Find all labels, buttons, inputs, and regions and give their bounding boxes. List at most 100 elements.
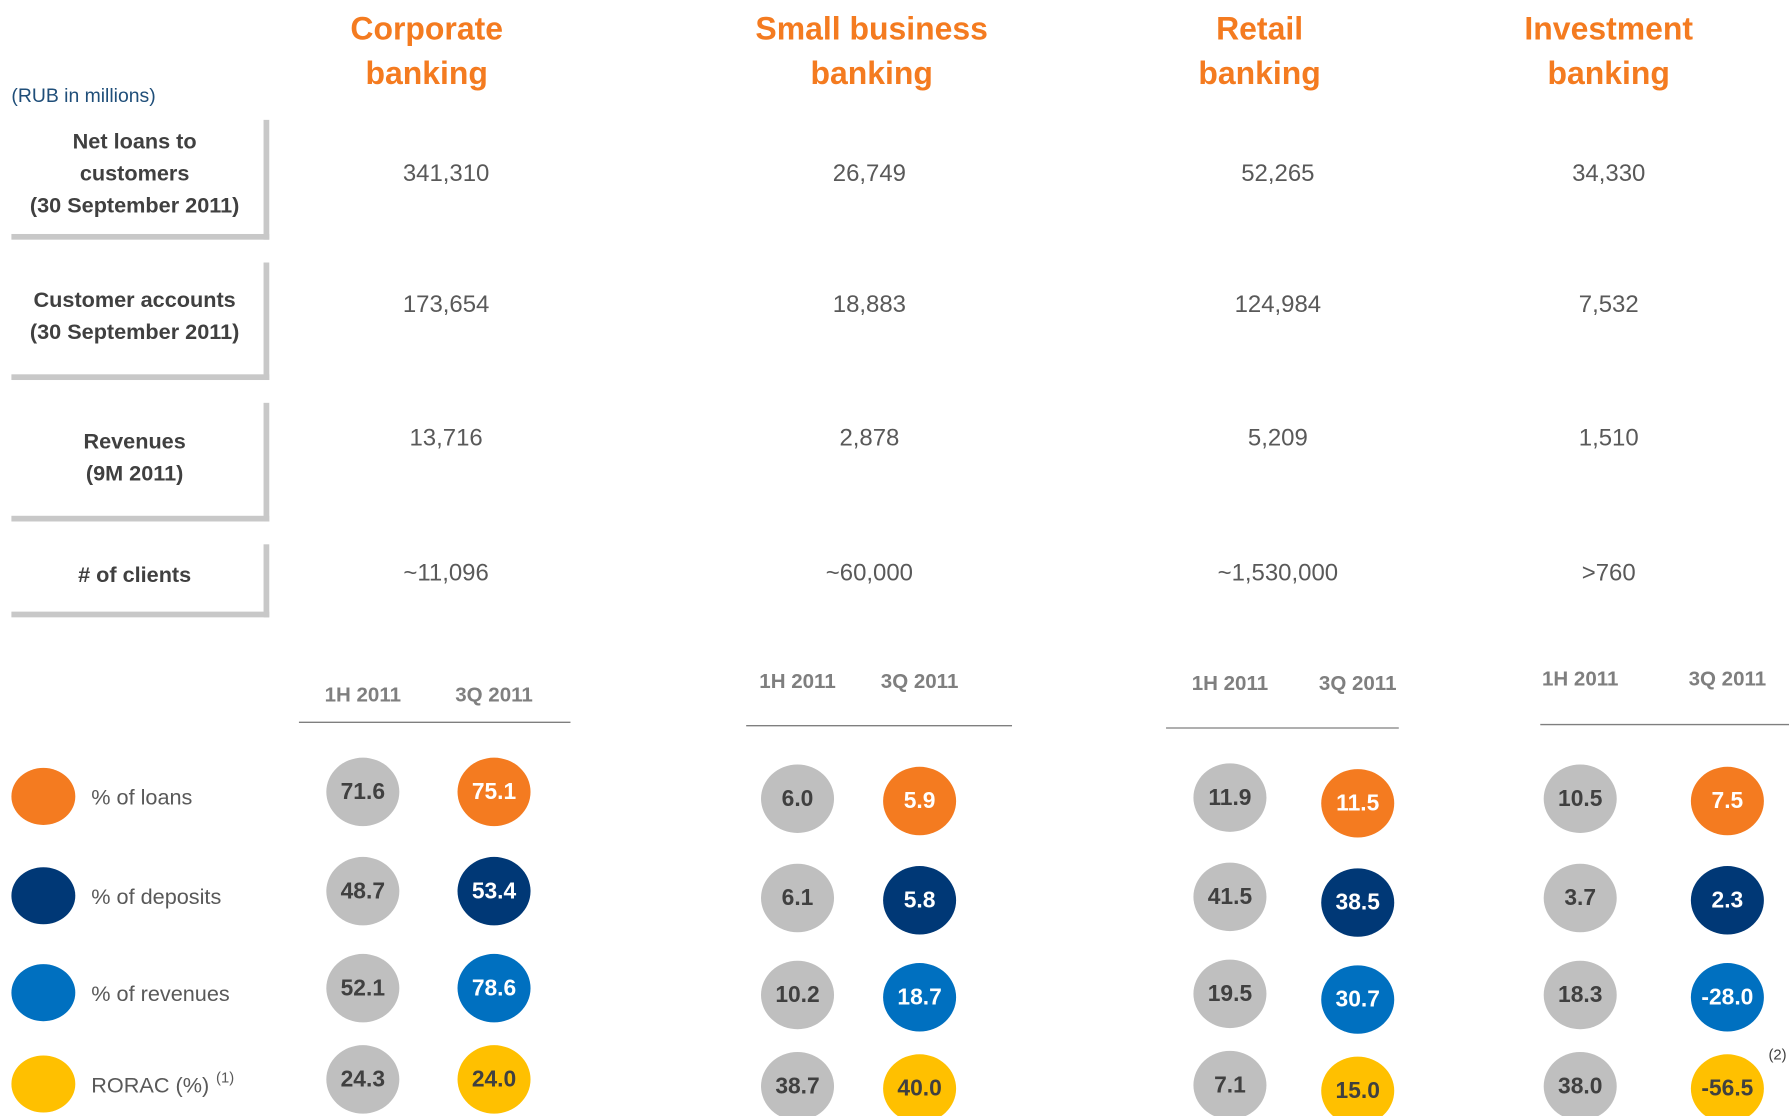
share-bubble bbox=[457, 1045, 531, 1114]
share-value: 30.7 bbox=[1336, 986, 1380, 1012]
share-value: 71.6 bbox=[341, 778, 385, 804]
period-label: 3Q 2011 bbox=[1689, 668, 1767, 691]
row-box-edge bbox=[263, 402, 270, 522]
footnote-mark: (2) bbox=[1768, 1047, 1786, 1063]
share-value: 18.3 bbox=[1558, 981, 1602, 1007]
legend-swatch bbox=[11, 767, 76, 825]
row-box-edge bbox=[263, 119, 270, 240]
legend-swatch bbox=[11, 1055, 76, 1113]
share-bubble bbox=[1690, 1054, 1764, 1116]
share-bubble bbox=[1321, 769, 1395, 838]
share-bubble bbox=[457, 856, 531, 926]
share-value: 10.2 bbox=[775, 981, 819, 1007]
segment-title: banking bbox=[810, 55, 932, 91]
share-bubble bbox=[326, 1045, 400, 1114]
segment-title: Small business bbox=[755, 10, 988, 46]
metric-value: 124,984 bbox=[1235, 291, 1322, 318]
share-bubble bbox=[1321, 1056, 1395, 1116]
share-bubble bbox=[883, 766, 957, 836]
segment-title: banking bbox=[365, 55, 487, 91]
metric-value: 1,510 bbox=[1579, 425, 1639, 452]
share-value: 38.0 bbox=[1558, 1072, 1602, 1098]
share-value: 5.8 bbox=[904, 886, 936, 912]
share-value: 11.9 bbox=[1208, 784, 1251, 810]
share-bubble bbox=[457, 953, 531, 1023]
share-bubble bbox=[1690, 866, 1764, 935]
legend-swatch bbox=[11, 964, 76, 1022]
share-value: 10.5 bbox=[1558, 785, 1603, 811]
period-label: 1H 2011 bbox=[325, 683, 401, 706]
segment-title: banking bbox=[1548, 55, 1670, 91]
share-bubble bbox=[761, 764, 835, 833]
metric-value: 18,883 bbox=[833, 291, 906, 318]
share-bubble bbox=[326, 757, 400, 827]
metric-value: 13,716 bbox=[409, 425, 482, 452]
share-value: 38.7 bbox=[775, 1072, 819, 1098]
segment-title: Investment bbox=[1524, 10, 1693, 46]
share-bubble bbox=[326, 953, 400, 1023]
share-bubble bbox=[1690, 963, 1764, 1032]
share-bubble bbox=[326, 856, 400, 926]
share-value: -56.5 bbox=[1701, 1075, 1753, 1101]
share-value: -28.0 bbox=[1701, 983, 1753, 1009]
period-label: 3Q 2011 bbox=[455, 683, 533, 706]
row-box-edge bbox=[263, 262, 270, 381]
share-bubble bbox=[1690, 766, 1764, 836]
share-value: 18.7 bbox=[897, 983, 941, 1009]
row-label: # of clients bbox=[78, 562, 191, 587]
metric-value: ~60,000 bbox=[826, 559, 913, 586]
metric-value: 52,265 bbox=[1241, 160, 1314, 187]
period-label: 1H 2011 bbox=[1542, 668, 1618, 691]
share-value: 5.9 bbox=[904, 787, 936, 813]
share-bubble bbox=[1193, 1050, 1267, 1116]
share-bubble bbox=[1543, 863, 1617, 933]
share-value: 7.5 bbox=[1712, 787, 1744, 813]
period-label: 1H 2011 bbox=[1192, 672, 1268, 695]
share-value: 3.7 bbox=[1564, 884, 1596, 910]
share-value: 15.0 bbox=[1336, 1077, 1380, 1103]
legend-note: (1) bbox=[216, 1070, 234, 1086]
metric-value: 34,330 bbox=[1572, 160, 1645, 187]
share-bubble bbox=[1193, 959, 1267, 1029]
share-bubble bbox=[761, 863, 835, 933]
segment-title: Retail bbox=[1216, 10, 1303, 46]
share-value: 38.5 bbox=[1336, 889, 1381, 915]
share-bubble bbox=[1543, 1052, 1617, 1116]
row-label: Net loans to bbox=[73, 128, 197, 153]
period-label: 3Q 2011 bbox=[881, 670, 959, 693]
metric-value: ~11,096 bbox=[403, 559, 488, 586]
legend-label: % of revenues bbox=[91, 981, 230, 1006]
share-value: 53.4 bbox=[472, 877, 517, 903]
share-bubble bbox=[883, 866, 957, 935]
share-bubble bbox=[883, 963, 957, 1032]
row-label: customers bbox=[80, 160, 190, 185]
legend-swatch bbox=[11, 867, 76, 925]
row-label: Revenues bbox=[83, 428, 185, 453]
share-value: 6.1 bbox=[782, 884, 814, 910]
row-label: Customer accounts bbox=[34, 287, 236, 312]
row-label: (30 September 2011) bbox=[30, 319, 239, 344]
legend-text: % of loans bbox=[91, 784, 192, 809]
share-value: 48.7 bbox=[341, 877, 385, 903]
share-value: 2.3 bbox=[1712, 886, 1744, 912]
metric-value: 341,310 bbox=[403, 160, 490, 187]
share-bubble bbox=[1193, 862, 1267, 932]
share-value: 75.1 bbox=[472, 778, 517, 804]
share-value: 78.6 bbox=[472, 974, 516, 1000]
legend-label: RORAC (%) (1) bbox=[91, 1070, 234, 1097]
legend-text: % of revenues bbox=[91, 981, 230, 1006]
metric-value: 7,532 bbox=[1579, 291, 1639, 318]
row-box-edge bbox=[11, 611, 270, 618]
share-bubble bbox=[457, 757, 531, 827]
period-label: 1H 2011 bbox=[759, 670, 835, 693]
legend-label: % of loans bbox=[91, 784, 192, 809]
row-box-edge bbox=[11, 374, 270, 381]
period-label: 3Q 2011 bbox=[1319, 672, 1397, 695]
metric-value: >760 bbox=[1582, 559, 1636, 586]
share-bubble bbox=[1543, 960, 1617, 1030]
share-bubble bbox=[1321, 965, 1395, 1034]
share-value: 24.0 bbox=[472, 1066, 516, 1092]
row-box-edge bbox=[11, 233, 270, 240]
share-value: 24.3 bbox=[341, 1066, 385, 1092]
